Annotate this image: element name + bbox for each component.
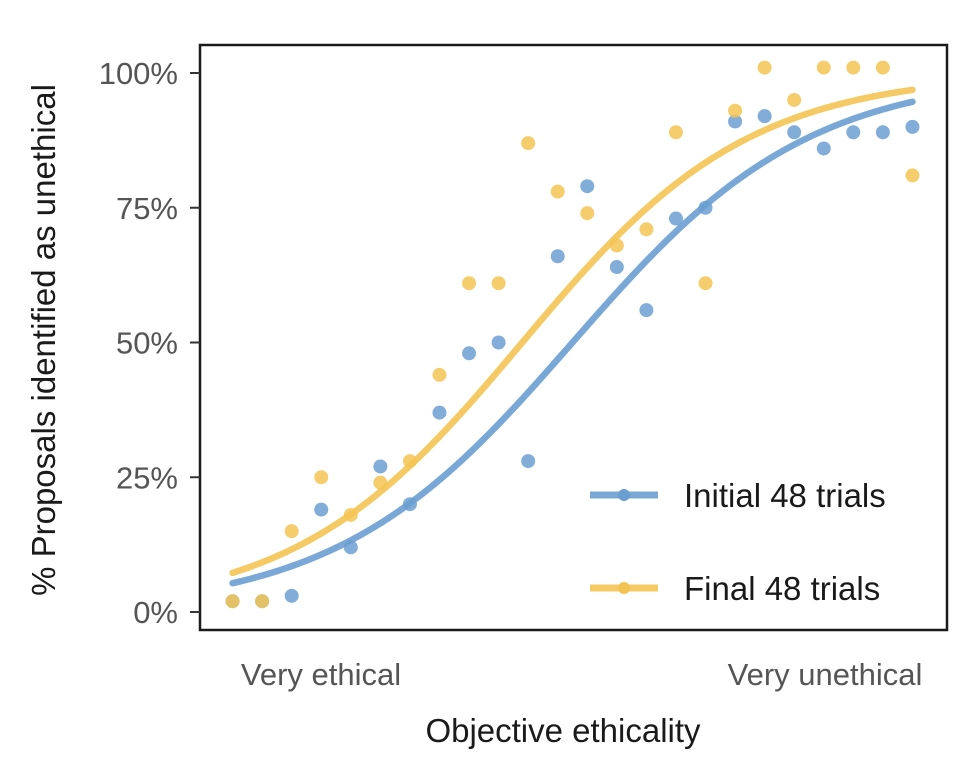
data-point-initial: [314, 502, 329, 517]
data-point-final: [816, 60, 831, 75]
x-tick-label-right: Very unethical: [728, 657, 923, 692]
legend: Initial 48 trials Final 48 trials: [590, 477, 886, 607]
data-point-final: [343, 507, 358, 522]
y-tick-label: 0%: [133, 595, 178, 630]
data-point-initial: [639, 303, 654, 318]
data-point-final: [905, 168, 920, 183]
data-point-initial: [905, 119, 920, 134]
data-point-initial: [757, 109, 772, 124]
y-tick-label: 25%: [116, 460, 178, 495]
data-point-final: [580, 206, 595, 221]
data-point-final: [402, 454, 417, 469]
data-point-initial: [816, 141, 831, 156]
data-point-final: [462, 276, 477, 291]
data-point-initial: [402, 497, 417, 512]
data-point-final: [639, 222, 654, 237]
data-point-final: [255, 594, 270, 609]
data-point-final: [521, 136, 536, 151]
data-point-final: [225, 594, 240, 609]
data-point-initial: [728, 114, 743, 129]
data-point-final: [314, 470, 329, 485]
legend-initial-label: Initial 48 trials: [684, 477, 886, 514]
data-point-initial: [875, 125, 890, 140]
data-point-initial: [521, 454, 536, 469]
data-point-initial: [668, 211, 683, 226]
data-point-initial: [373, 459, 388, 474]
data-point-final: [846, 60, 861, 75]
x-axis-title: Objective ethicality: [425, 712, 701, 749]
data-point-initial: [343, 540, 358, 555]
data-point-final: [757, 60, 772, 75]
data-point-final: [550, 184, 565, 199]
data-point-initial: [787, 125, 802, 140]
y-axis-title: % Proposals identified as unethical: [25, 84, 62, 596]
data-point-final: [432, 367, 447, 382]
data-point-initial: [284, 588, 299, 603]
data-point-final: [609, 238, 624, 253]
legend-final-marker: [618, 582, 630, 594]
data-point-final: [698, 276, 713, 291]
data-point-initial: [432, 405, 447, 420]
y-tick-label: 100%: [99, 56, 178, 91]
y-tick-label: 75%: [116, 191, 178, 226]
legend-initial-marker: [618, 489, 630, 501]
y-axis-ticks: 0% 25% 50% 75% 100%: [99, 56, 200, 630]
x-tick-label-left: Very ethical: [241, 657, 401, 692]
data-point-final: [491, 276, 506, 291]
data-point-final: [373, 475, 388, 490]
data-point-initial: [846, 125, 861, 140]
data-points: [225, 60, 920, 609]
data-point-final: [668, 125, 683, 140]
data-point-final: [875, 60, 890, 75]
data-point-final: [728, 103, 743, 118]
legend-final-label: Final 48 trials: [684, 570, 880, 607]
data-point-initial: [462, 346, 477, 361]
y-tick-label: 50%: [116, 326, 178, 361]
data-point-initial: [609, 260, 624, 275]
data-point-final: [284, 524, 299, 539]
data-point-initial: [550, 249, 565, 264]
data-point-initial: [698, 200, 713, 215]
data-point-initial: [580, 179, 595, 194]
data-point-initial: [491, 335, 506, 350]
data-point-final: [787, 92, 802, 107]
